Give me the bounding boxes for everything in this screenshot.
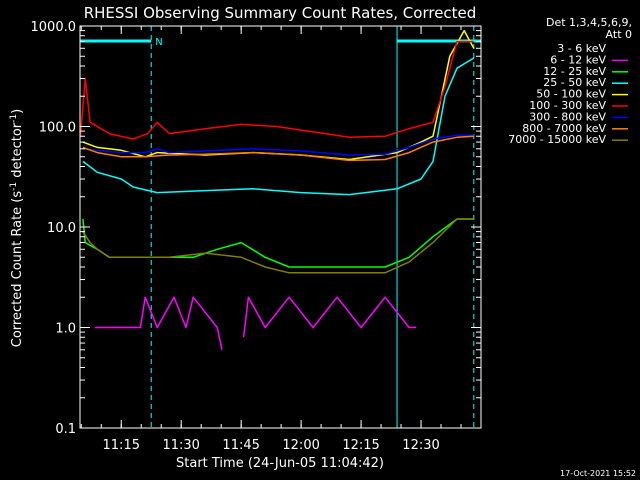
y-tick-label-2: 10.0 [47, 221, 76, 236]
footer-date: 17-Oct-2021 15:52 [560, 469, 636, 478]
legend-label-50-100-kev: 50 - 100 keV [536, 88, 606, 101]
series-line-25-50-kev [82, 57, 475, 196]
legend-label-300-800-kev: 300 - 800 keV [529, 110, 606, 123]
x-tick-label-3: 12:00 [282, 438, 319, 453]
detector-note-2: Att 0 [606, 28, 632, 41]
legend-label-25-50-kev: 25 - 50 keV [543, 76, 606, 89]
series-line-6-12-kev [94, 296, 417, 350]
y-axis-label-end: ) [10, 109, 25, 114]
x-axis-ticks: 11:15 11:30 11:45 12:00 12:15 12:30 [80, 26, 462, 453]
legend-label-6-12-kev: 6 - 12 keV [550, 53, 606, 66]
x-tick-label-0: 11:15 [103, 438, 140, 453]
y-tick-label-1: 100.0 [39, 121, 76, 136]
detector-note-1: Det 1,3,4,5,6,9, [546, 16, 632, 29]
series-line-7000-15000-kev [82, 218, 474, 274]
y-axis-label-sup2: -1 [9, 114, 19, 123]
y-axis-label: Corrected Count Rate (s-1 detector-1) [9, 109, 25, 347]
x-tick-label-2: 11:45 [222, 438, 259, 453]
legend-label-12-25-kev: 12 - 25 keV [543, 65, 606, 78]
y-axis-ticks: 1000.0 100.0 10.0 1.0 0.1 [31, 20, 481, 437]
series-line-100-300-kev [79, 40, 474, 140]
legend-label-100-300-kev: 100 - 300 keV [529, 99, 606, 112]
y-tick-label-3: 1.0 [55, 322, 76, 337]
series-line-300-800-kev [82, 134, 474, 156]
x-tick-label-4: 12:15 [342, 438, 379, 453]
series-line-800-7000-kev [82, 135, 474, 162]
x-tick-label-5: 12:30 [402, 438, 439, 453]
night-marker-label: N [155, 37, 162, 48]
legend-label-3-6-kev: 3 - 6 keV [557, 42, 606, 55]
y-tick-label-4: 0.1 [55, 422, 76, 437]
series-layer [79, 29, 475, 350]
y-tick-label-0: 1000.0 [31, 20, 77, 35]
x-axis-label: Start Time (24-Jun-05 11:04:42) [176, 456, 384, 471]
legend-label-800-7000-kev: 800 - 7000 keV [522, 122, 606, 135]
x-tick-label-1: 11:30 [162, 438, 199, 453]
legend-label-7000-15000-kev: 7000 - 15000 keV [508, 133, 606, 146]
chart-title: RHESSI Observing Summary Count Rates, Co… [84, 4, 477, 22]
y-axis-label-main: Corrected Count Rate (s [10, 191, 25, 348]
y-axis-label-sup1: -1 [9, 182, 19, 191]
y-axis-label-mid: detector [10, 122, 25, 182]
